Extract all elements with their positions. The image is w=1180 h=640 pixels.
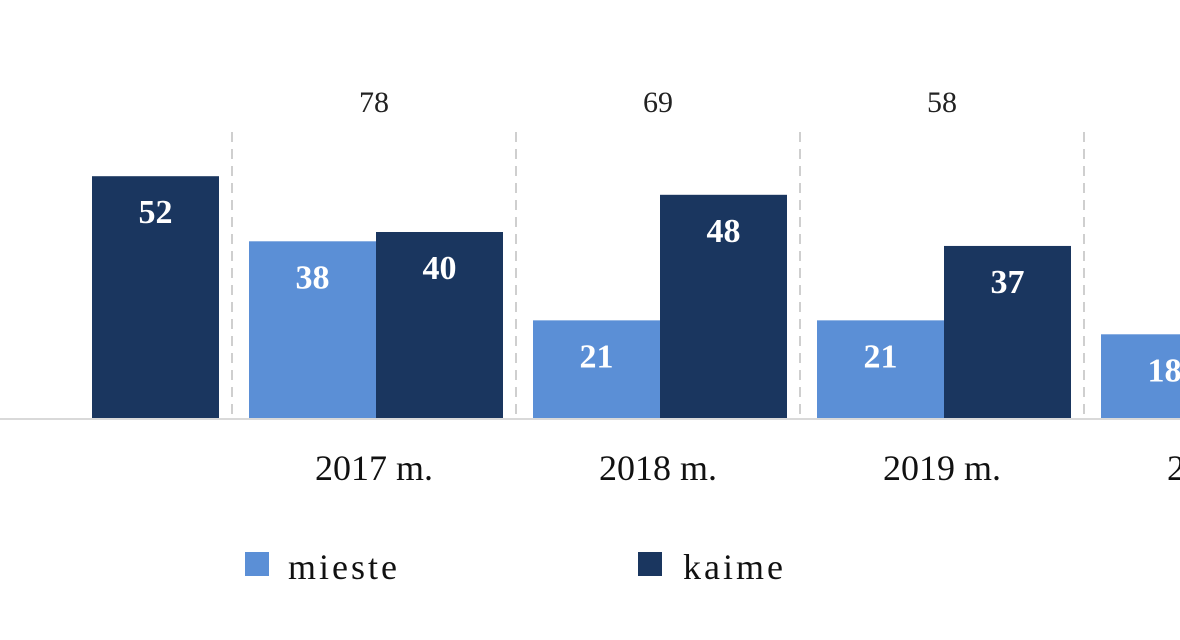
- total-label: 58: [927, 86, 957, 119]
- x-tick-labels: 2017 m. 2018 m. 2019 m. 2020 m.: [315, 448, 1180, 488]
- x-tick-label: 2019 m.: [883, 448, 1001, 488]
- total-labels: 78695873: [359, 86, 957, 119]
- bars: [92, 176, 1180, 418]
- bar-kaime-1: [376, 232, 503, 418]
- bar-value-label: 38: [296, 259, 330, 296]
- bar-mieste-2: [533, 320, 660, 418]
- legend-swatch-kaime: [638, 552, 662, 576]
- bar-value-label: 21: [864, 338, 898, 375]
- bar-value-label: 37: [991, 264, 1025, 301]
- total-label: 78: [359, 86, 389, 119]
- legend-label-kaime: kaime: [683, 547, 786, 587]
- bar-value-label: 21: [580, 338, 614, 375]
- bar-mieste-3: [817, 320, 944, 418]
- bar-value-label: 18: [1148, 352, 1180, 389]
- bar-kaime-0: [92, 176, 219, 418]
- bar-kaime-3: [944, 245, 1071, 418]
- legend-swatch-mieste: [245, 552, 269, 576]
- x-tick-label: 2020 m.: [1167, 448, 1180, 488]
- legend: mieste kaime: [245, 547, 786, 587]
- bar-value-label: 40: [423, 250, 457, 287]
- total-label: 69: [643, 86, 673, 119]
- bar-value-labels: 523840214821371855: [139, 194, 1180, 389]
- x-tick-label: 2018 m.: [599, 448, 717, 488]
- bar-value-label: 48: [707, 213, 741, 250]
- bar-mieste-4: [1101, 334, 1180, 418]
- bar-mieste-1: [249, 241, 376, 418]
- x-tick-label: 2017 m.: [315, 448, 433, 488]
- bar-value-label: 52: [139, 194, 173, 231]
- category-separators: [231, 132, 1085, 418]
- legend-label-mieste: mieste: [288, 547, 400, 587]
- bar-kaime-2: [660, 194, 787, 418]
